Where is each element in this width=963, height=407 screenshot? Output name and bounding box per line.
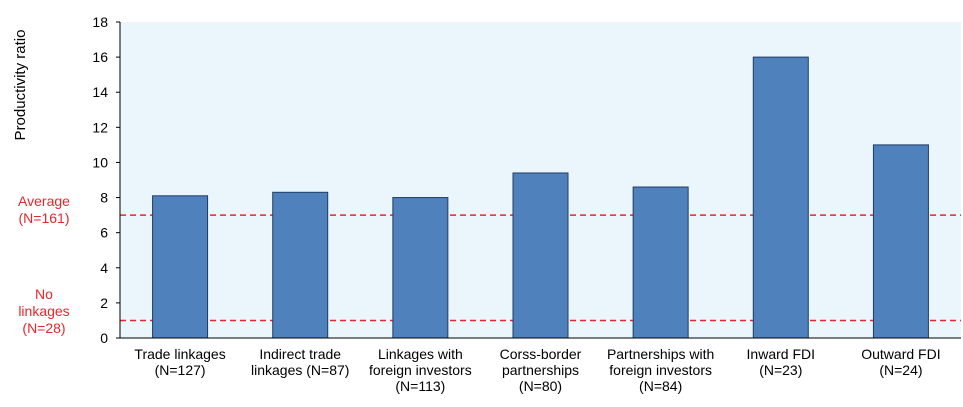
bar [512,172,569,339]
x-tick-label: (N=23) [759,362,802,378]
x-tick-label: foreign investors [609,362,712,378]
x-tick-label: foreign investors [369,362,472,378]
x-tick-label: Indirect trade [259,346,341,362]
y-tick-label: 2 [100,295,108,311]
bar [872,144,929,339]
x-tick-label: (N=80) [519,378,562,394]
y-tick-label: 16 [92,49,108,65]
reference-label: (N=28) [22,320,65,336]
y-tick-label: 18 [92,14,108,30]
y-tick-label: 10 [92,154,108,170]
y-axis-ticks: 0 2 4 6 8 10 12 14 16 18 [92,14,120,346]
x-tick-label: (N=113) [395,378,445,394]
x-tick-label: (N=84) [639,378,682,394]
x-tick-label: linkages (N=87) [251,362,349,378]
y-tick-label: 4 [100,260,108,276]
x-tick-label: Partnerships with [607,346,714,362]
bar [272,191,329,339]
reference-label: No [35,286,53,302]
reference-label: linkages [18,303,69,319]
y-tick-label: 14 [92,84,108,100]
x-tick-label: Inward FDI [747,346,815,362]
x-tick-label: Linkages with [378,346,463,362]
y-tick-label: 12 [92,119,108,135]
bar [752,56,809,339]
bar [632,186,689,339]
bar [392,197,449,339]
reference-label: Average [18,193,70,209]
bar [152,195,209,339]
x-axis-labels: Trade linkages(N=127) Indirect tradelinka… [134,346,940,394]
x-tick-label: (N=127) [155,362,206,378]
y-tick-label: 8 [100,190,108,206]
y-tick-label: 0 [100,330,108,346]
x-tick-label: Trade linkages [134,346,225,362]
y-axis-title: Productivity ratio [12,30,29,141]
y-tick-label: 6 [100,225,108,241]
x-tick-label: Corss-border [500,346,582,362]
x-tick-label: partnerships [502,362,579,378]
reference-label: (N=161) [19,210,70,226]
x-tick-label: (N=24) [879,362,922,378]
x-tick-label: Outward FDI [861,346,940,362]
bars [152,56,929,339]
